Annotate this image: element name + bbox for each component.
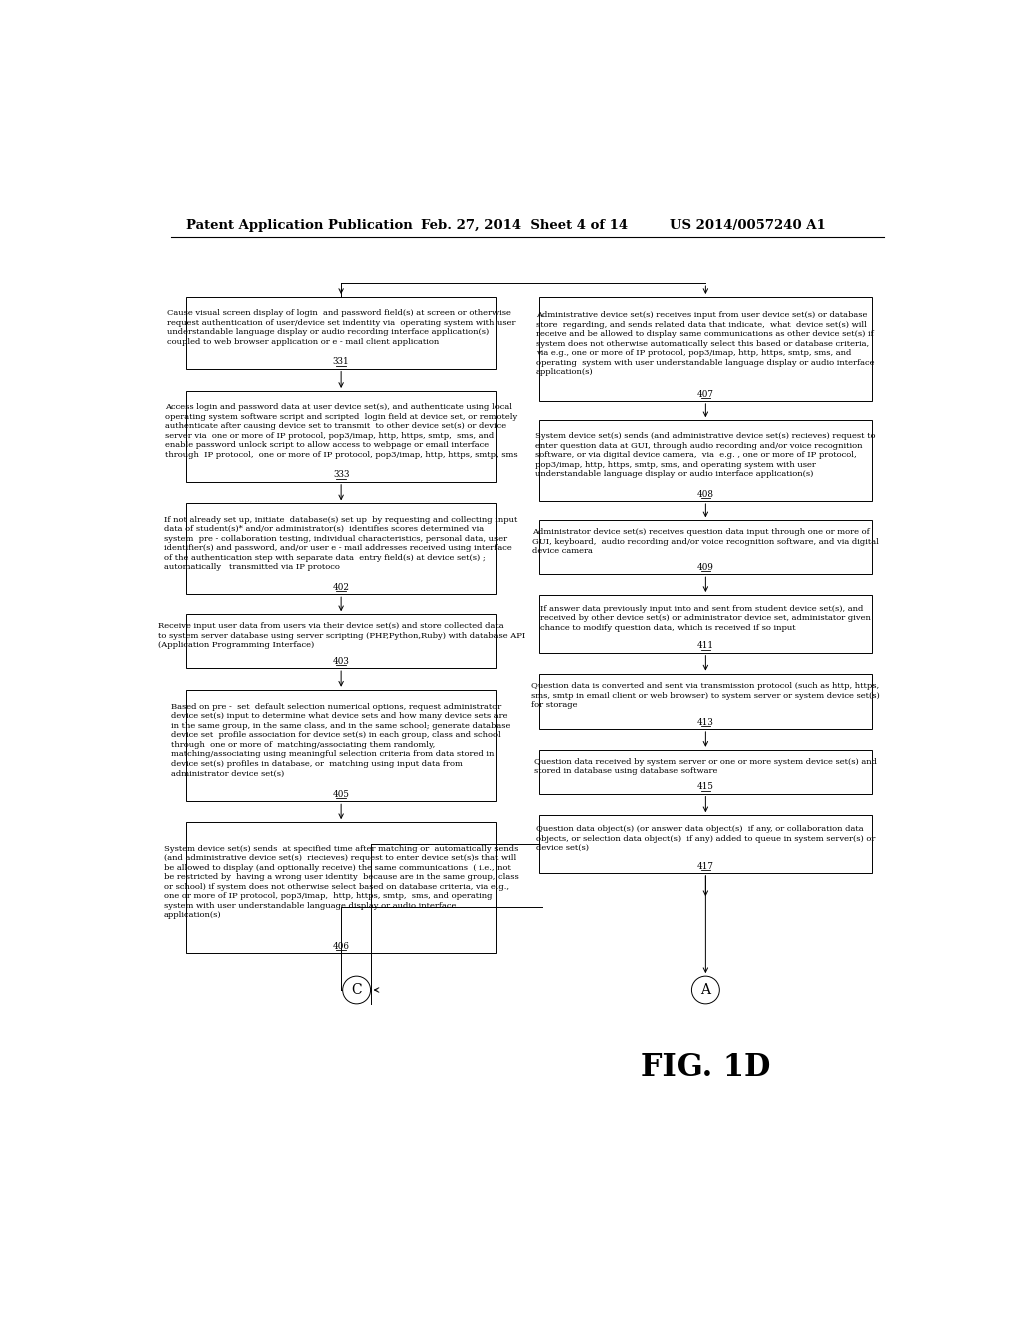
Bar	[539, 816, 872, 873]
Text: Receive input user data from users via their device set(s) and store collected d: Receive input user data from users via t…	[158, 622, 524, 649]
Text: 402: 402	[333, 583, 349, 591]
Text: If answer data previously input into and sent from student device set(s), and
re: If answer data previously input into and…	[540, 605, 870, 632]
Text: 411: 411	[697, 642, 714, 651]
Text: 407: 407	[697, 389, 714, 399]
Text: 415: 415	[697, 783, 714, 791]
Bar	[539, 673, 872, 729]
Text: Patent Application Publication: Patent Application Publication	[186, 219, 413, 232]
Text: Feb. 27, 2014  Sheet 4 of 14: Feb. 27, 2014 Sheet 4 of 14	[421, 219, 628, 232]
Text: 409: 409	[697, 562, 714, 572]
Text: Administrator device set(s) receives question data input through one or more of
: Administrator device set(s) receives que…	[531, 528, 879, 556]
Text: 331: 331	[333, 358, 349, 366]
Text: 333: 333	[333, 470, 349, 479]
Text: 403: 403	[333, 657, 349, 665]
Text: System device set(s) sends  at specified time after matching or  automatically s: System device set(s) sends at specified …	[164, 845, 518, 920]
Text: A: A	[700, 983, 711, 997]
Text: Question data is converted and sent via transmission protocol (such as http, htt: Question data is converted and sent via …	[531, 682, 880, 709]
Text: FIG. 1D: FIG. 1D	[641, 1052, 770, 1082]
Bar	[539, 750, 872, 793]
Bar	[186, 503, 496, 594]
Text: Question data received by system server or one or more system device set(s) and
: Question data received by system server …	[534, 758, 877, 775]
Bar	[186, 614, 496, 668]
Circle shape	[691, 977, 719, 1003]
Bar	[539, 420, 872, 502]
Text: Access login and password data at user device set(s), and authenticate using loc: Access login and password data at user d…	[165, 403, 517, 459]
Text: Based on pre -  set  default selection numerical options, request administrator
: Based on pre - set default selection num…	[171, 702, 511, 777]
Text: C: C	[351, 983, 361, 997]
Text: 406: 406	[333, 941, 349, 950]
Bar	[186, 391, 496, 482]
Text: System device set(s) sends (and administrative device set(s) recieves) request t: System device set(s) sends (and administ…	[536, 432, 876, 478]
Text: US 2014/0057240 A1: US 2014/0057240 A1	[671, 219, 826, 232]
Bar	[539, 297, 872, 401]
Text: 405: 405	[333, 789, 349, 799]
Text: 408: 408	[697, 490, 714, 499]
Text: Question data object(s) (or answer data object(s)  if any, or collaboration data: Question data object(s) (or answer data …	[536, 825, 876, 853]
Circle shape	[343, 977, 371, 1003]
Bar	[539, 520, 872, 574]
Text: 417: 417	[697, 862, 714, 870]
Bar	[186, 822, 496, 953]
Bar	[186, 297, 496, 368]
Text: 413: 413	[697, 718, 714, 726]
Bar	[539, 595, 872, 653]
Text: Cause visual screen display of login  and password field(s) at screen or otherwi: Cause visual screen display of login and…	[167, 309, 515, 346]
Text: If not already set up, initiate  database(s) set up  by requesting and collectin: If not already set up, initiate database…	[165, 516, 518, 572]
Text: Administrative device set(s) receives input from user device set(s) or database
: Administrative device set(s) receives in…	[537, 312, 874, 376]
Bar	[186, 689, 496, 801]
